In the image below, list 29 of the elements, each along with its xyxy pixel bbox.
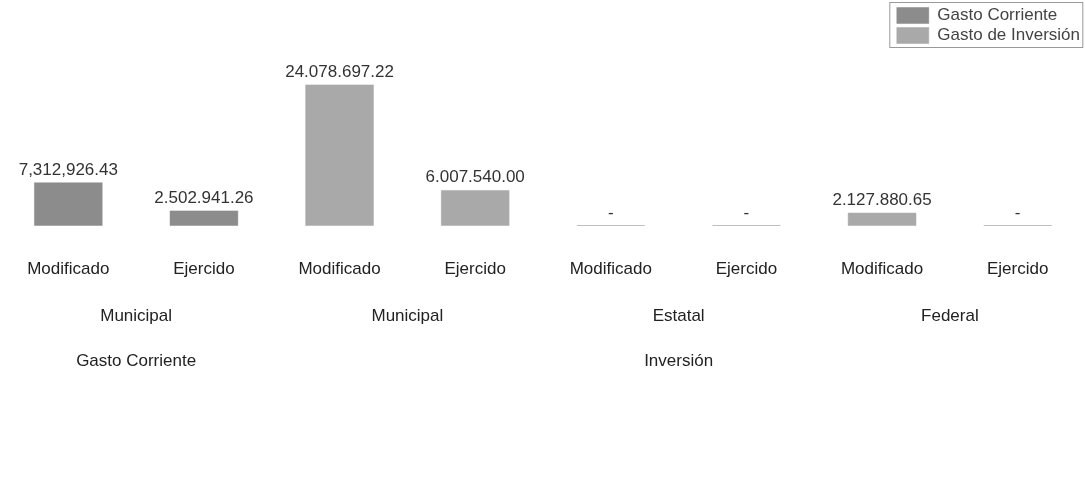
text: Gasto Corriente (76, 351, 197, 370)
legend-label: Gasto Corriente (937, 5, 1058, 25)
data-label: 2.502.941.26 (154, 187, 254, 207)
bar (34, 182, 103, 226)
legend-label: Gasto de Inversión (937, 25, 1080, 45)
x-tick-label: Modificado (569, 259, 652, 278)
x-tick-label: Modificado (298, 259, 381, 278)
text: Estatal (652, 306, 705, 325)
x-tick-label: Ejercido (173, 259, 235, 278)
data-label: 7,312,926.43 (18, 159, 118, 179)
bar (305, 84, 374, 226)
x-tick-label: Ejercido (444, 259, 506, 278)
text: Federal (921, 306, 979, 325)
text: Municipal (100, 306, 173, 325)
data-label: 2.127.880.65 (832, 190, 932, 210)
text: Inversión (644, 351, 714, 370)
x-tick-label: Modificado (840, 259, 924, 278)
text: Municipal (371, 306, 444, 325)
bar (169, 210, 239, 226)
data-label: 6.007.540.00 (425, 167, 525, 187)
data-label: - (743, 202, 750, 222)
x-tick-label: Modificado (27, 259, 110, 278)
x-tick-label: Ejercido (715, 259, 778, 278)
x-tick-label: Ejercido (986, 259, 1049, 278)
data-label: - (1014, 202, 1021, 222)
bar (441, 190, 510, 226)
bar (847, 212, 917, 226)
data-label: 24.078.697.22 (285, 61, 394, 81)
data-label: - (607, 202, 614, 222)
